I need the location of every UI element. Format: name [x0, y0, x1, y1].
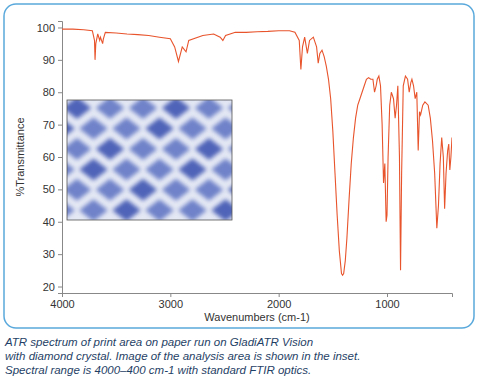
inset-dot — [96, 179, 125, 201]
plot-area — [62, 29, 452, 275]
y-tick-mark — [58, 254, 62, 255]
y-tick-mark — [58, 27, 62, 28]
y-tick: 60 — [43, 151, 62, 163]
x-axis-line — [63, 294, 453, 298]
inset-dot — [178, 158, 207, 180]
inset-dot — [67, 199, 75, 220]
y-tick: 100 — [37, 21, 62, 33]
inset-dot — [79, 199, 108, 220]
y-tick-mark — [58, 222, 62, 223]
caption-line: ATR spectrum of print area on paper run … — [4, 336, 313, 348]
y-axis: 20 30 40 50 60 70 80 90 100 — [37, 21, 63, 293]
x-tick-mark — [387, 293, 388, 297]
inset-dot — [145, 117, 174, 139]
spectrum-line — [62, 29, 452, 275]
y-tick: 90 — [43, 54, 62, 66]
inset-dot — [79, 117, 108, 139]
x-tick-mark — [170, 293, 171, 297]
inset-dot — [228, 179, 232, 201]
inset-dot — [67, 158, 75, 180]
x-tick-label: 3000 — [159, 298, 183, 310]
inset-dot — [145, 199, 174, 220]
inset-dot — [129, 100, 158, 119]
y-tick-mark — [58, 157, 62, 158]
y-tick-label: 30 — [43, 248, 55, 260]
inset-dot — [112, 199, 141, 220]
inset-dot — [67, 179, 91, 201]
y-tick: 30 — [43, 248, 62, 260]
inset-dot — [112, 117, 141, 139]
caption: ATR spectrum of print area on paper run … — [4, 336, 360, 376]
x-tick: 3000 — [159, 293, 183, 310]
y-tick-label: 40 — [43, 216, 55, 228]
inset-dot — [228, 100, 232, 119]
y-axis-title: %Transmittance — [14, 117, 26, 196]
y-tick-label: 20 — [43, 281, 55, 293]
x-axis-title: Wavenumbers (cm-1) — [204, 311, 309, 323]
inset-dot — [79, 158, 108, 180]
y-tick-mark — [58, 287, 62, 288]
x-axis: 4000 3000 2000 1000 — [50, 293, 452, 310]
frame — [4, 4, 474, 328]
y-tick-label: 100 — [37, 21, 55, 33]
x-tick: 4000 — [50, 293, 74, 310]
inset-dot — [67, 138, 91, 160]
inset-image — [30, 77, 306, 222]
y-tick-label: 90 — [43, 54, 55, 66]
inset-dot — [96, 100, 125, 119]
inset-dot — [162, 138, 191, 160]
caption-line: with diamond crystal. Image of the analy… — [5, 350, 360, 362]
inset-dot — [162, 179, 191, 201]
chart: 4000 3000 2000 1000 20 30 40 50 60 70 80 90 100 Waven… — [0, 0, 479, 386]
caption-line: Spectral range is 4000–400 cm-1 with sta… — [5, 364, 311, 376]
inset-dot — [211, 117, 232, 139]
inset-border — [67, 100, 232, 220]
y-tick-mark — [58, 92, 62, 93]
y-tick: 20 — [43, 281, 62, 293]
inset-dot — [195, 179, 224, 201]
inset-dot — [211, 199, 232, 220]
y-tick-label: 60 — [43, 151, 55, 163]
inset-dot — [67, 100, 91, 119]
inset-dot — [195, 138, 224, 160]
x-tick-label: 1000 — [375, 298, 399, 310]
y-tick: 40 — [43, 216, 62, 228]
inset-dot — [129, 138, 158, 160]
x-tick-label: 4000 — [50, 298, 74, 310]
x-tick-mark — [279, 293, 280, 297]
y-tick-label: 70 — [43, 119, 55, 131]
y-tick-label: 50 — [43, 183, 55, 195]
y-tick: 80 — [43, 86, 62, 98]
inset-dot — [67, 117, 75, 139]
y-tick: 50 — [43, 183, 62, 195]
inset-dot — [96, 138, 125, 160]
y-tick-mark — [58, 125, 62, 126]
y-tick-mark — [58, 189, 62, 190]
y-axis-line — [58, 22, 63, 294]
x-tick: 1000 — [375, 293, 399, 310]
x-tick-label: 2000 — [267, 298, 291, 310]
inset-dot — [195, 100, 224, 119]
inset-dot — [211, 158, 232, 180]
inset-dot — [129, 179, 158, 201]
inset-dot — [178, 199, 207, 220]
inset-dot — [178, 117, 207, 139]
y-tick-label: 80 — [43, 86, 55, 98]
y-tick-mark — [58, 60, 62, 61]
inset-dot — [162, 100, 191, 119]
inset-dot — [228, 138, 232, 160]
x-tick: 2000 — [267, 293, 291, 310]
inset-dot — [112, 158, 141, 180]
inset-dot — [145, 158, 174, 180]
y-tick: 70 — [43, 119, 62, 131]
